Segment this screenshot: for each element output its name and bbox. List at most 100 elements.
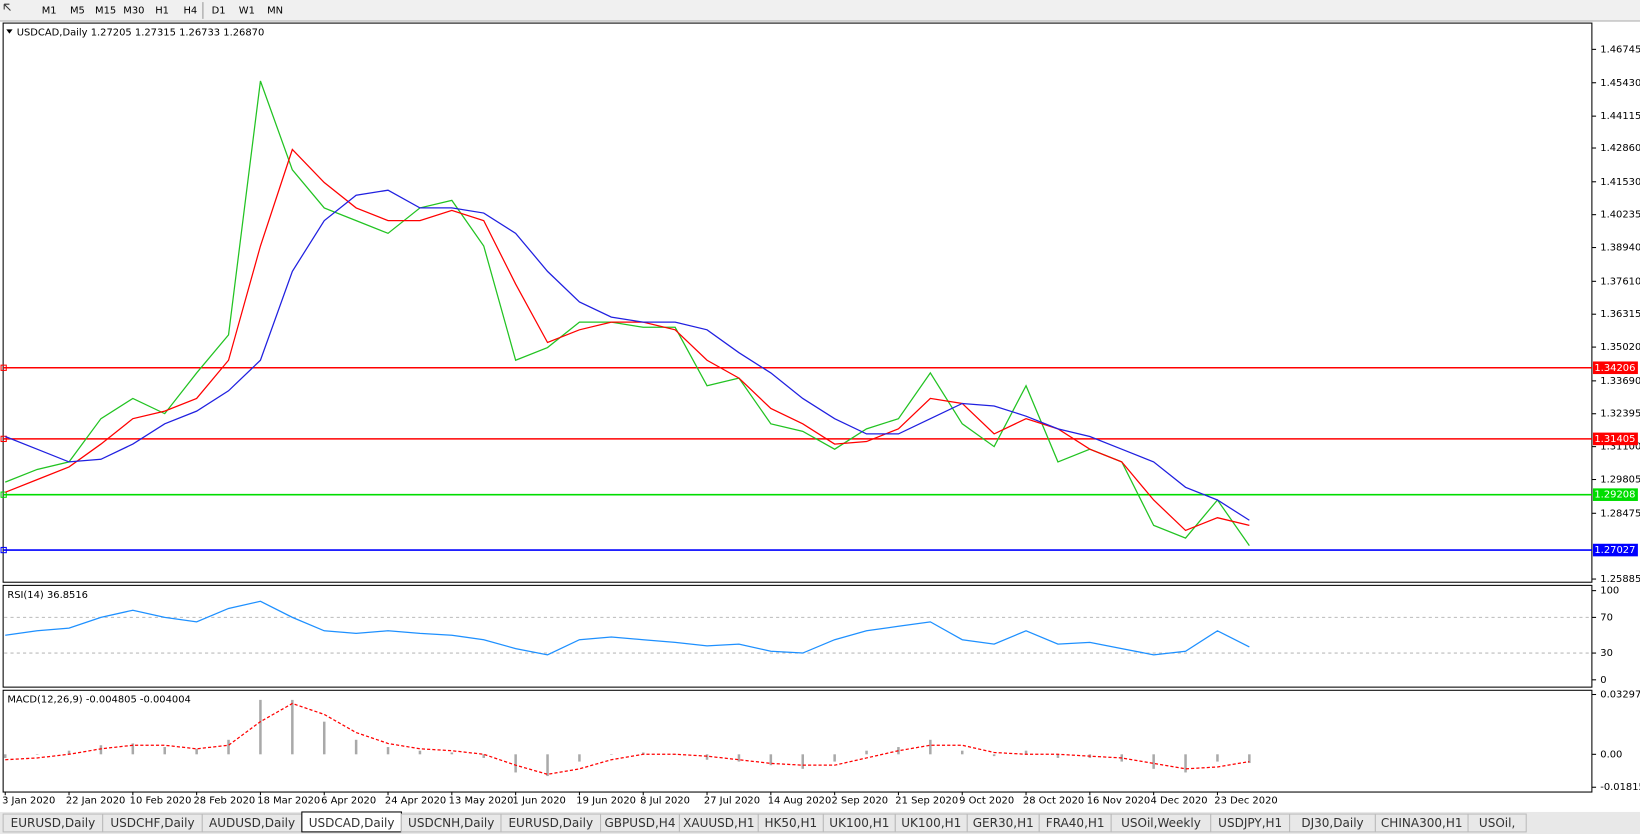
level-marker <box>0 491 7 498</box>
tab-label[interactable]: USDCNH,Daily <box>408 816 494 830</box>
y-tick-label: 1.37610 <box>1600 276 1640 287</box>
histogram-bar <box>1216 754 1219 762</box>
y-tick-label: 1.36315 <box>1600 309 1640 320</box>
tab-label[interactable]: GER30,H1 <box>973 816 1034 830</box>
tab[interactable]: XAUUSD,H1 <box>678 813 759 833</box>
y-tick-label: 1.42860 <box>1600 143 1640 154</box>
tab[interactable]: HK50,H1 <box>757 813 824 833</box>
series-line <box>5 702 1250 775</box>
histogram-bar <box>865 750 868 755</box>
tab-label[interactable]: USOil,Weekly <box>1121 816 1201 830</box>
tab[interactable]: UK100,H1 <box>822 813 896 833</box>
tab[interactable]: USDJPY,H1 <box>1210 813 1291 833</box>
histogram-bar <box>514 754 517 773</box>
y-tick-label: 0.032972 <box>1600 689 1640 700</box>
tab-label[interactable]: XAUUSD,H1 <box>683 816 754 830</box>
histogram-bar <box>227 739 230 755</box>
tab[interactable]: USDCAD,Daily <box>301 811 402 833</box>
timeframe-button[interactable]: W1 <box>239 5 255 16</box>
histogram-bar <box>1248 754 1251 764</box>
timeframe-button[interactable]: M5 <box>70 5 85 16</box>
tab-label[interactable]: EURUSD,Daily <box>508 816 593 830</box>
y-tick-label: 70 <box>1600 612 1613 623</box>
x-tick-label: 24 Apr 2020 <box>385 795 446 806</box>
x-tick-label: 14 Aug 2020 <box>768 795 832 806</box>
tab[interactable]: AUDUSD,Daily <box>201 813 303 833</box>
histogram-bar <box>992 754 996 757</box>
tab-label[interactable]: CHINA300,H1 <box>1381 816 1463 830</box>
series-line <box>5 600 1250 656</box>
timeframe-button[interactable]: M30 <box>123 5 144 16</box>
tab[interactable]: EURUSD,Daily <box>2 813 104 833</box>
x-tick-label: 27 Jul 2020 <box>704 795 760 806</box>
histogram-bar <box>1024 750 1028 755</box>
tab-label[interactable]: UK100,H1 <box>901 816 961 830</box>
histogram-bar <box>929 739 932 755</box>
tab-label[interactable]: DJ30,Daily <box>1301 816 1363 830</box>
y-tick-label: 1.31100 <box>1600 442 1640 453</box>
tab[interactable]: FRA40,H1 <box>1038 813 1112 833</box>
y-tick-label: 1.33690 <box>1600 376 1640 387</box>
y-tick-label: 1.46745 <box>1600 44 1640 55</box>
pane-title: RSI(14) 36.8516 <box>7 590 88 601</box>
tab[interactable]: USOil,Weekly <box>1110 813 1212 833</box>
timeframe-button[interactable]: M15 <box>95 5 116 16</box>
tab-label[interactable]: AUDUSD,Daily <box>209 816 295 830</box>
pane-title: MACD(12,26,9) -0.004805 -0.004004 <box>7 695 191 706</box>
series-line <box>4 80 1250 546</box>
level-label: 1.27027 <box>1594 545 1635 556</box>
histogram-bar <box>291 699 294 755</box>
x-tick-label: 1 Jun 2020 <box>513 795 566 806</box>
tab[interactable]: CHINA300,H1 <box>1374 813 1469 833</box>
tab[interactable]: DJ30,Daily <box>1289 813 1376 833</box>
tab-label[interactable]: USDJPY,H1 <box>1218 816 1282 830</box>
timeframe-button[interactable]: H1 <box>155 5 169 16</box>
tab[interactable]: USDCNH,Daily <box>400 813 502 833</box>
histogram-bar <box>386 747 390 755</box>
x-tick-label: 3 Jan 2020 <box>2 795 55 806</box>
timeframe-button[interactable]: MN <box>267 5 283 16</box>
y-tick-label: 30 <box>1600 648 1613 659</box>
tab-label[interactable]: EURUSD,Daily <box>11 816 96 830</box>
timeframe-button[interactable]: D1 <box>212 5 226 16</box>
histogram-bar <box>322 721 326 755</box>
tab[interactable]: GBPUSD,H4 <box>600 813 680 833</box>
histogram-bar <box>3 754 7 758</box>
y-tick-label: 1.44115 <box>1600 111 1640 122</box>
pane-marker <box>6 29 13 34</box>
histogram-bar <box>259 699 262 755</box>
level-label-box <box>1592 488 1638 501</box>
x-tick-label: 22 Jan 2020 <box>66 795 125 806</box>
histogram-bar <box>1056 754 1060 758</box>
histogram-bar <box>705 754 709 760</box>
tab[interactable]: GER30,H1 <box>966 813 1040 833</box>
tab-background <box>1467 813 1527 833</box>
tab-label[interactable]: UK100,H1 <box>829 816 889 830</box>
x-tick-label: 19 Jun 2020 <box>576 795 636 806</box>
tab[interactable]: UK100,H1 <box>894 813 968 833</box>
level-label: 1.34206 <box>1594 363 1635 374</box>
histogram-bar <box>833 754 836 762</box>
tab-label[interactable]: USDCHF,Daily <box>110 816 194 830</box>
histogram-bar <box>482 754 485 758</box>
tab-label[interactable]: USOil, <box>1479 816 1515 830</box>
tab-label[interactable]: HK50,H1 <box>764 816 817 830</box>
macd-pane <box>2 689 1593 793</box>
histogram-bar <box>131 743 135 755</box>
tab[interactable]: USOil, <box>1467 813 1527 833</box>
x-tick-label: 16 Nov 2020 <box>1087 795 1151 806</box>
tab[interactable]: EURUSD,Daily <box>500 813 602 833</box>
x-tick-label: 28 Feb 2020 <box>193 795 255 806</box>
y-tick-label: 0.00 <box>1600 749 1622 760</box>
timeframe-button[interactable]: H4 <box>183 5 197 16</box>
plot: USDCAD,Daily 1.27205 1.27315 1.26733 1.2… <box>0 28 1640 806</box>
tab-label[interactable]: FRA40,H1 <box>1046 816 1105 830</box>
x-tick-label: 10 Feb 2020 <box>130 795 192 806</box>
tab[interactable]: USDCHF,Daily <box>102 813 203 833</box>
x-tick-label: 8 Jul 2020 <box>640 795 690 806</box>
tab-label[interactable]: GBPUSD,H4 <box>605 816 676 830</box>
tab-label[interactable]: USDCAD,Daily <box>309 816 395 830</box>
timeframe-button[interactable]: M1 <box>42 5 57 16</box>
